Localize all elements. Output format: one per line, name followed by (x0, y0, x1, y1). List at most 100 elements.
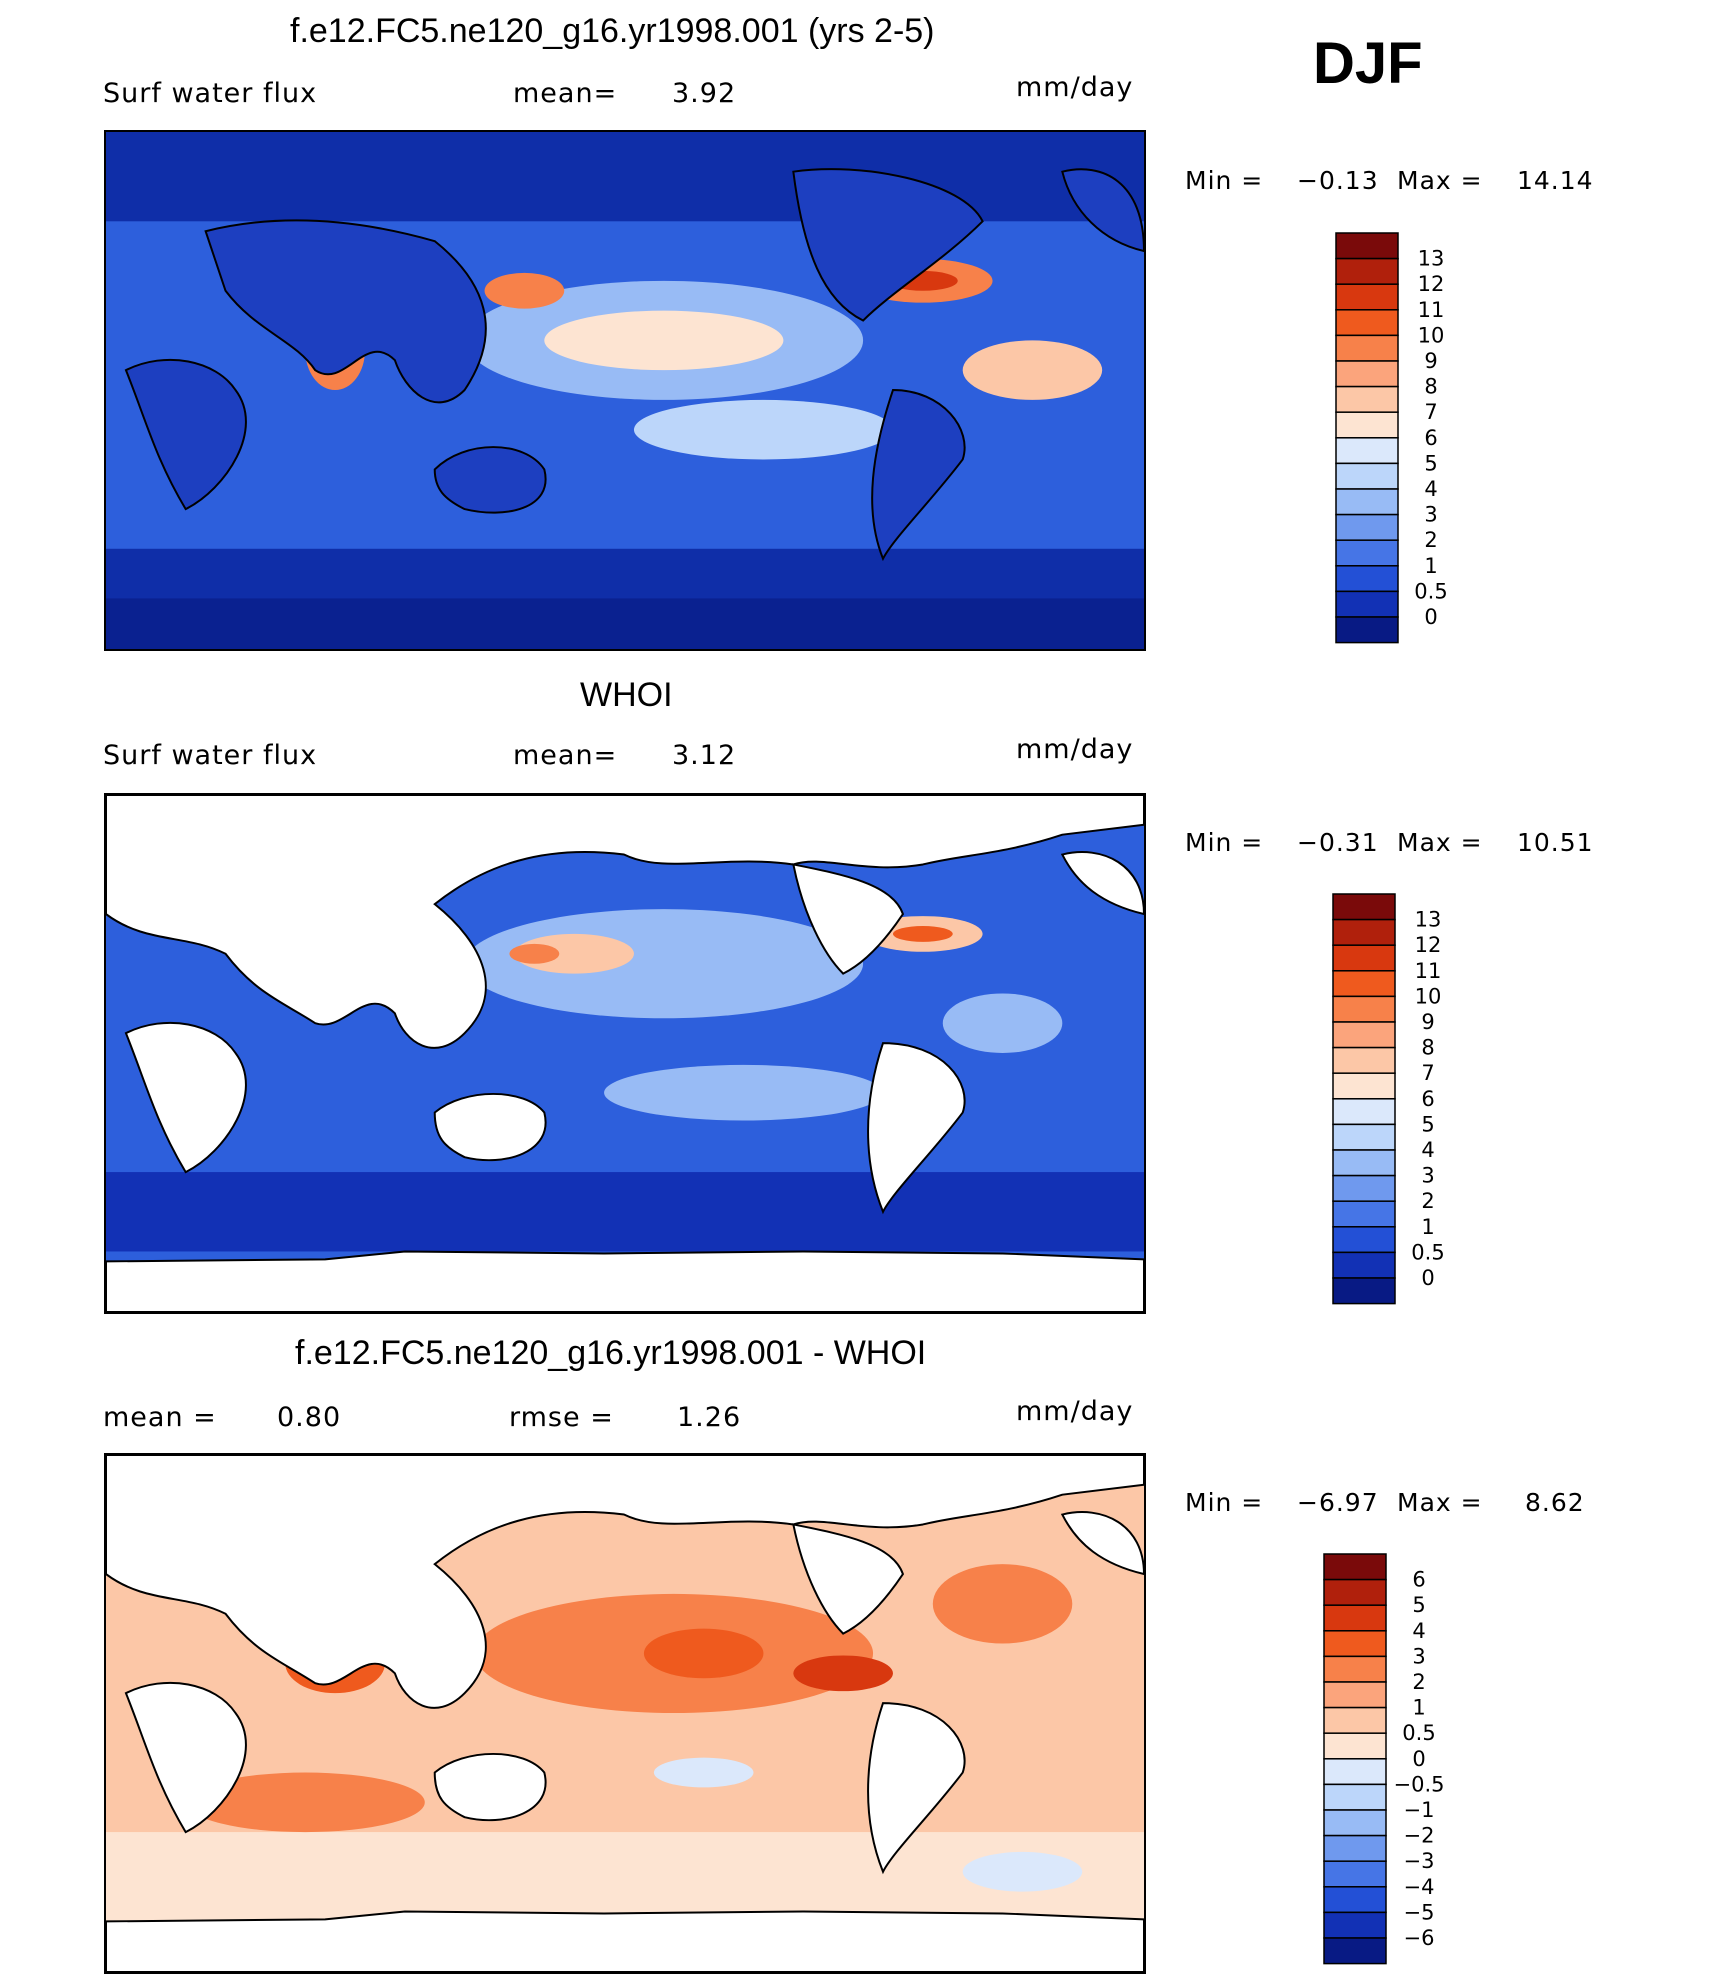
colorbar-tick-label: 1 (1421, 1215, 1434, 1239)
colorbar-tick-label: 3 (1421, 1164, 1434, 1188)
colorbar-tick-label: 13 (1415, 908, 1442, 932)
panel-3-units: mm/day (1016, 1396, 1134, 1427)
colorbar-tick-label: −3 (1404, 1849, 1435, 1873)
panel-2-colorbar: 13 12 11 10 9 8 7 6 5 4 3 2 1 0.5 0 (1332, 893, 1512, 1307)
colorbar-swatch (1332, 1149, 1396, 1177)
panel-3-max-label: Max = (1397, 1488, 1483, 1517)
panel-1-variable-label: Surf water flux (103, 78, 318, 109)
colorbar-swatch (1332, 1123, 1396, 1151)
panel-1-min-label: Min = (1185, 166, 1264, 195)
colorbar-tick-label: 11 (1415, 959, 1442, 983)
colorbar-swatch (1335, 334, 1399, 362)
colorbar-tick-label: 10 (1415, 984, 1442, 1008)
colorbar-swatch (1332, 970, 1396, 998)
panel-2-min-value: −0.31 (1297, 828, 1379, 857)
colorbar-swatch (1323, 1809, 1387, 1837)
colorbar-swatch (1332, 1226, 1396, 1254)
panel-3-min-label: Min = (1185, 1488, 1264, 1517)
colorbar-swatch (1323, 1783, 1387, 1811)
panel-3-rmse-value: 1.26 (677, 1402, 742, 1433)
colorbar-swatch (1323, 1860, 1387, 1888)
colorbar-swatch (1332, 995, 1396, 1023)
panel-3-title: f.e12.FC5.ne120_g16.yr1998.001 - WHOI (295, 1334, 927, 1372)
colorbar-swatch (1335, 565, 1399, 593)
panel-3-rmse-label: rmse = (509, 1402, 614, 1433)
panel-1-max-value: 14.14 (1517, 166, 1594, 195)
colorbar-swatch (1323, 1553, 1387, 1581)
colorbar-tick-label: 3 (1412, 1644, 1425, 1668)
colorbar-swatch (1332, 918, 1396, 946)
colorbar-tick-label: 1 (1412, 1696, 1425, 1720)
colorbar-swatch (1332, 1251, 1396, 1279)
colorbar-swatch (1323, 1604, 1387, 1632)
colorbar-tick-label: 4 (1412, 1619, 1425, 1643)
panel-1-units: mm/day (1016, 72, 1134, 103)
panel-3-colorbar: 6 5 4 3 2 1 0.5 0 −0.5 −1 −2 −3 −4 −5 −6 (1323, 1553, 1503, 1967)
colorbar-swatch (1335, 309, 1399, 337)
colorbar-tick-label: 5 (1424, 451, 1437, 475)
panel-1-max-label: Max = (1397, 166, 1483, 195)
panel-2-mean-value: 3.12 (672, 740, 737, 771)
colorbar-tick-label: 12 (1418, 272, 1445, 296)
colorbar-tick-label: −6 (1404, 1926, 1435, 1950)
colorbar-swatch (1332, 1277, 1396, 1305)
colorbar-swatch (1323, 1937, 1387, 1965)
colorbar-swatch (1335, 257, 1399, 285)
colorbar-swatch (1323, 1911, 1387, 1939)
colorbar-tick-label: 13 (1418, 247, 1445, 271)
colorbar-swatch (1332, 1046, 1396, 1074)
colorbar-tick-label: 7 (1421, 1061, 1434, 1085)
colorbar-swatch (1335, 411, 1399, 439)
colorbar-tick-label: 9 (1421, 1010, 1434, 1034)
colorbar-swatch (1323, 1655, 1387, 1683)
panel-1-min-value: −0.13 (1297, 166, 1379, 195)
colorbar-swatch (1335, 616, 1399, 644)
colorbar-tick-label: −5 (1404, 1900, 1435, 1924)
colorbar-tick-label: 6 (1421, 1087, 1434, 1111)
colorbar-swatch (1335, 488, 1399, 516)
panel-3-max-value: 8.62 (1525, 1488, 1585, 1517)
colorbar-tick-label: 0.5 (1411, 1240, 1444, 1264)
colorbar-tick-label: 9 (1424, 349, 1437, 373)
colorbar-tick-label: 10 (1418, 323, 1445, 347)
colorbar-tick-label: 12 (1415, 933, 1442, 957)
panel-3-min-value: −6.97 (1297, 1488, 1379, 1517)
colorbar-swatch (1335, 437, 1399, 465)
colorbar-swatch (1332, 1021, 1396, 1049)
colorbar-swatch (1323, 1886, 1387, 1914)
colorbar-swatch (1335, 360, 1399, 388)
colorbar-tick-label: 6 (1412, 1568, 1425, 1592)
colorbar-swatch (1332, 1098, 1396, 1126)
colorbar-swatch (1323, 1834, 1387, 1862)
panel-2-variable-label: Surf water flux (103, 740, 318, 771)
colorbar-swatch (1332, 944, 1396, 972)
colorbar-tick-label: 2 (1412, 1670, 1425, 1694)
colorbar-swatch (1323, 1630, 1387, 1658)
colorbar-tick-label: 0 (1421, 1266, 1434, 1290)
colorbar-swatch (1323, 1681, 1387, 1709)
colorbar-tick-label: 0.5 (1402, 1721, 1435, 1745)
colorbar-tick-label: 6 (1424, 426, 1437, 450)
colorbar-tick-label: 11 (1418, 298, 1445, 322)
colorbar-swatch (1332, 1200, 1396, 1228)
panel-2-min-label: Min = (1185, 828, 1264, 857)
colorbar-tick-label: 4 (1421, 1138, 1434, 1162)
colorbar-swatch (1323, 1578, 1387, 1606)
panel-3-map (104, 1453, 1146, 1974)
panel-3-map-svg (106, 1455, 1144, 1972)
season-label: DJF (1313, 31, 1423, 96)
colorbar-swatch (1323, 1732, 1387, 1760)
colorbar-tick-label: 7 (1424, 400, 1437, 424)
colorbar-tick-label: 2 (1421, 1189, 1434, 1213)
colorbar-swatch (1335, 385, 1399, 413)
colorbar-tick-label: 5 (1412, 1593, 1425, 1617)
colorbar-tick-label: 8 (1421, 1036, 1434, 1060)
colorbar-tick-label: 4 (1424, 477, 1437, 501)
colorbar-swatch (1335, 232, 1399, 260)
colorbar-swatch (1332, 893, 1396, 921)
colorbar-swatch (1335, 462, 1399, 490)
panel-1-colorbar: 13 12 11 10 9 8 7 6 5 4 3 2 1 0.5 0 (1335, 232, 1515, 646)
panel-2-max-value: 10.51 (1517, 828, 1594, 857)
